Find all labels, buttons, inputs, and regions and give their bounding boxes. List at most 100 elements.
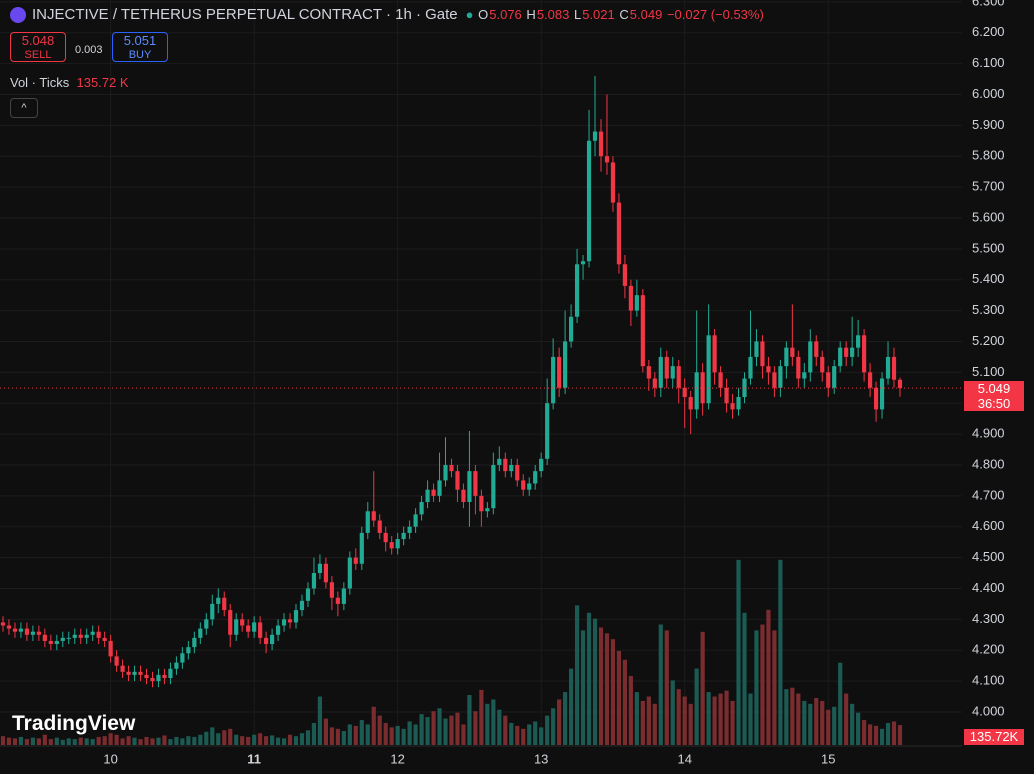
candle-body bbox=[598, 131, 604, 157]
ohlc: ● O5.076 H5.083 L5.021 C5.049 −0.027 (−0… bbox=[465, 7, 764, 22]
volume-bar bbox=[12, 738, 18, 745]
candle-body bbox=[180, 653, 185, 663]
candle-body bbox=[796, 356, 801, 379]
h-label: H bbox=[526, 7, 536, 22]
volume-bar bbox=[503, 715, 508, 745]
candle-body bbox=[341, 588, 346, 604]
volume-bar bbox=[838, 662, 843, 745]
candle-body bbox=[772, 372, 777, 388]
candle-body bbox=[867, 372, 873, 388]
candle-body bbox=[539, 458, 544, 472]
candle-body bbox=[718, 372, 723, 388]
volume-bar bbox=[473, 711, 478, 745]
volume-bar bbox=[748, 693, 753, 745]
candle-body bbox=[6, 625, 12, 629]
price-label: 5.049 36:50 bbox=[964, 381, 1024, 411]
y-tick-label: 4.500 bbox=[972, 549, 1005, 564]
candle-body bbox=[784, 347, 789, 367]
candle-body bbox=[622, 264, 628, 286]
volume-bar bbox=[0, 736, 6, 745]
volume-bar bbox=[479, 689, 484, 745]
candle-body bbox=[461, 489, 466, 503]
y-tick-label: 6.000 bbox=[972, 86, 1005, 101]
candle-body bbox=[790, 347, 795, 357]
volume-bar bbox=[497, 709, 502, 745]
volume-bar bbox=[885, 722, 891, 745]
candle-body bbox=[108, 640, 113, 657]
sell-button[interactable]: 5.048 SELL bbox=[10, 32, 66, 62]
volume-bar bbox=[431, 711, 436, 745]
candle-body bbox=[72, 634, 77, 638]
candle-body bbox=[120, 665, 125, 672]
candle-body bbox=[658, 356, 663, 388]
volume-bar bbox=[784, 689, 789, 745]
candle-body bbox=[455, 471, 460, 490]
volume-bar bbox=[670, 680, 675, 745]
buy-button[interactable]: 5.051 BUY bbox=[112, 32, 168, 62]
volume-bar bbox=[754, 630, 759, 745]
x-tick-label: 14 bbox=[677, 751, 691, 766]
candle-body bbox=[246, 625, 251, 632]
candle-body bbox=[78, 634, 83, 638]
volume-bar bbox=[634, 692, 639, 745]
candle-body bbox=[873, 387, 879, 410]
candle-body bbox=[114, 656, 119, 666]
candle-body bbox=[12, 628, 18, 632]
candle-body bbox=[885, 356, 891, 379]
candle-body bbox=[395, 539, 400, 549]
volume-bar bbox=[856, 712, 861, 745]
volume-bar bbox=[873, 725, 879, 745]
candle-body bbox=[18, 628, 24, 632]
volume-bar bbox=[718, 693, 723, 745]
volume-bar bbox=[210, 727, 215, 745]
volume-bar bbox=[628, 675, 633, 745]
volume-bar bbox=[24, 739, 30, 745]
candle-body bbox=[485, 508, 490, 512]
candle-body bbox=[634, 295, 639, 311]
volume-bar bbox=[329, 727, 334, 745]
volume-bar bbox=[323, 718, 329, 745]
volume-bar bbox=[688, 703, 693, 745]
volume-bar bbox=[84, 738, 89, 745]
candle-body bbox=[186, 647, 191, 654]
volume-bar bbox=[592, 618, 598, 745]
volume-bar bbox=[186, 736, 191, 745]
volume-bar bbox=[120, 738, 125, 745]
candle-body bbox=[192, 637, 197, 648]
o-value: 5.076 bbox=[489, 7, 522, 22]
volume-bar bbox=[72, 739, 77, 745]
volume-bar bbox=[867, 724, 873, 745]
y-tick-label: 4.800 bbox=[972, 456, 1005, 471]
volume-bar bbox=[281, 738, 287, 745]
countdown: 36:50 bbox=[977, 396, 1011, 411]
candle-body bbox=[748, 356, 753, 379]
candle-body bbox=[66, 637, 71, 639]
candle-body bbox=[850, 347, 855, 357]
candle-body bbox=[497, 458, 502, 465]
y-tick-label: 5.700 bbox=[972, 179, 1005, 194]
volume-bar bbox=[252, 734, 257, 745]
candle-body bbox=[30, 631, 35, 635]
volume-bar bbox=[443, 718, 448, 745]
candle-body bbox=[832, 366, 837, 388]
candle-body bbox=[323, 563, 329, 583]
candle-body bbox=[162, 674, 167, 679]
volume-bar bbox=[174, 736, 179, 745]
x-tick-label: 10 bbox=[103, 751, 117, 766]
volume-bar bbox=[204, 731, 209, 745]
volume-bar bbox=[742, 612, 747, 745]
volume-bar bbox=[820, 700, 825, 745]
candle-body bbox=[640, 295, 645, 367]
candle-body bbox=[222, 597, 227, 611]
candle-body bbox=[305, 588, 311, 601]
y-tick-label: 4.900 bbox=[972, 426, 1005, 441]
collapse-button[interactable]: ^ bbox=[10, 98, 38, 118]
volume-bar bbox=[598, 627, 604, 745]
candle-body bbox=[778, 366, 783, 388]
candle-body bbox=[760, 341, 765, 367]
candle-body bbox=[96, 631, 101, 638]
sell-label: SELL bbox=[24, 49, 52, 61]
candle-body bbox=[132, 671, 137, 675]
volume-bar bbox=[275, 737, 281, 745]
l-label: L bbox=[573, 7, 582, 22]
